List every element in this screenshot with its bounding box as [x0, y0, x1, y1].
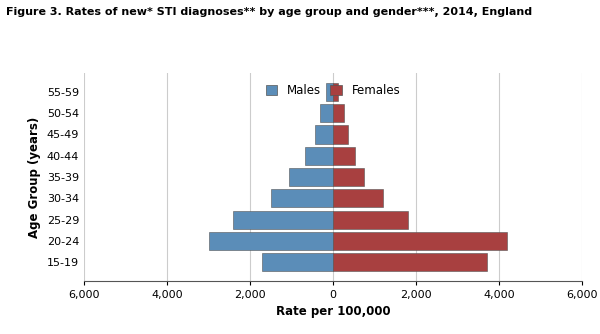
Text: Figure 3. Rates of new* STI diagnoses** by age group and gender***, 2014, Englan: Figure 3. Rates of new* STI diagnoses** … [6, 7, 532, 17]
Bar [333, 126, 349, 144]
Bar [333, 232, 508, 250]
Y-axis label: Age Group (years): Age Group (years) [28, 116, 41, 238]
Bar [333, 104, 344, 122]
Bar [333, 147, 355, 165]
Bar [333, 168, 364, 186]
Bar [320, 104, 333, 122]
Bar [333, 83, 338, 101]
Bar [333, 189, 383, 207]
Bar [233, 210, 333, 228]
Bar [326, 83, 333, 101]
X-axis label: Rate per 100,000: Rate per 100,000 [275, 305, 391, 318]
Bar [271, 189, 333, 207]
Bar [305, 147, 333, 165]
Bar [209, 232, 333, 250]
Bar [333, 210, 408, 228]
Bar [333, 253, 487, 271]
Bar [315, 126, 333, 144]
Bar [262, 253, 333, 271]
Legend: Males, Females: Males, Females [261, 79, 405, 102]
Bar [289, 168, 333, 186]
